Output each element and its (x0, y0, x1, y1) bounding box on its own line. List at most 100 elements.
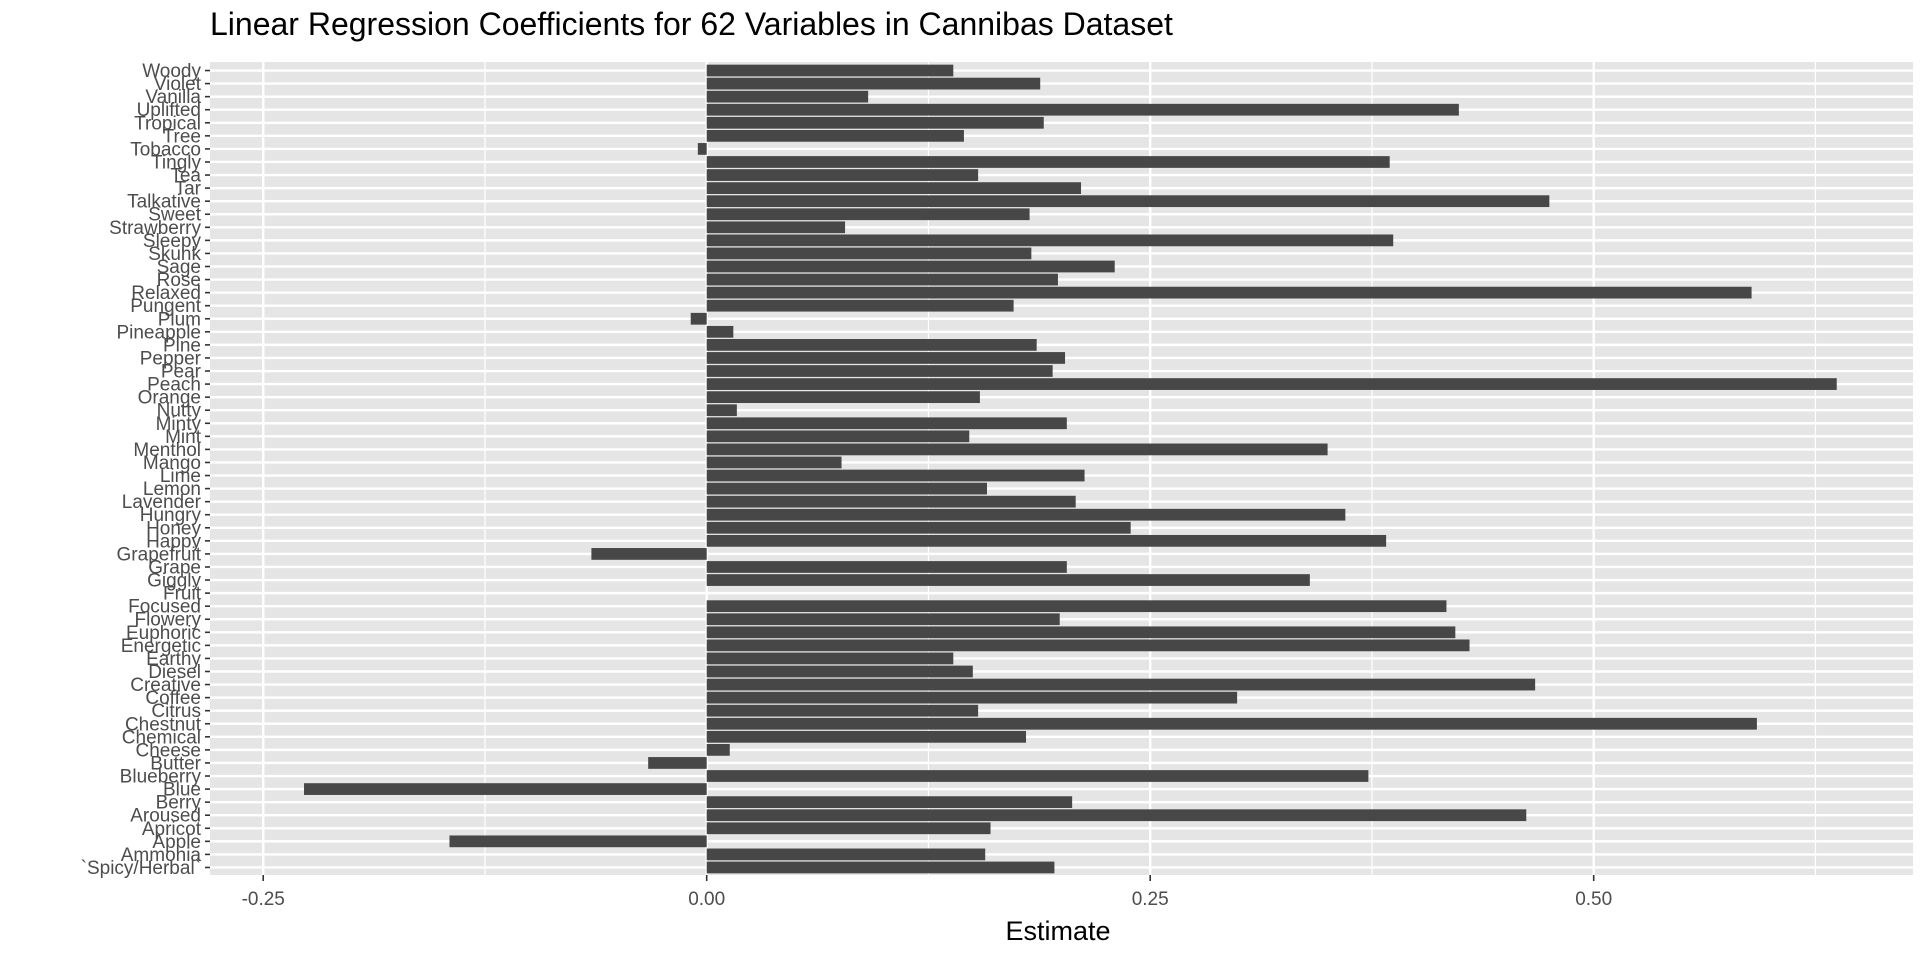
bar-18 (706, 626, 1456, 639)
bar-16 (706, 652, 954, 665)
y-tick-label: Peach (147, 375, 201, 396)
bar-59 (706, 90, 869, 103)
y-tick-label: Pungent (130, 296, 202, 317)
y-tick-label: Uplifted (137, 100, 201, 121)
bar-23 (706, 561, 1067, 573)
y-tick-label: Pine (163, 335, 201, 356)
bar-5 (706, 796, 1073, 809)
bar-27 (706, 508, 1346, 521)
y-tick-label: Focused (128, 597, 201, 618)
y-tick-label: Minty (156, 414, 202, 435)
bar-22 (706, 574, 1310, 586)
bar-19 (706, 613, 1060, 626)
bar-9 (706, 744, 730, 756)
x-ticks: -0.25 0.00 0.25 0.50 (242, 875, 1612, 910)
y-tick-label: Violet (154, 74, 202, 95)
y-tick-label: Blueberry (120, 767, 202, 788)
chart-title: Linear Regression Coefficients for 62 Va… (210, 6, 1173, 42)
bar-33 (706, 430, 970, 443)
y-tick-label: Apricot (142, 819, 202, 840)
bar-52 (706, 182, 1082, 194)
bar-7 (706, 770, 1369, 782)
y-tick-label: Blue (163, 780, 201, 801)
y-tick-label: Plum (158, 309, 201, 330)
y-tick-label: Flowery (134, 610, 201, 631)
y-tick-label: Cheese (136, 740, 202, 761)
y-tick-label: Sweet (148, 205, 202, 226)
y-tick-label: Pepper (140, 348, 202, 369)
y-tick-label: Chestnut (125, 714, 202, 735)
bar-40 (706, 339, 1037, 351)
x-tick-label: 0.00 (688, 889, 725, 910)
y-tick-label: Ammonia (121, 845, 202, 866)
bar-56 (706, 129, 964, 142)
y-tick-label: Vanilla (145, 87, 201, 108)
bar-45 (706, 273, 1058, 286)
bar-17 (706, 639, 1470, 652)
y-tick-label: Happy (146, 531, 201, 552)
bar-30 (706, 469, 1085, 482)
bar-14 (706, 678, 1536, 691)
y-tick-label: Woody (142, 61, 201, 82)
y-tick-label: Sleepy (143, 231, 202, 252)
bar-25 (706, 534, 1387, 547)
y-tick-label: Tree (163, 126, 201, 147)
x-tick-label: -0.25 (242, 889, 285, 910)
y-tick-label: Lavender (122, 492, 202, 513)
bar-44 (706, 286, 1752, 299)
y-tick-label: Hungry (140, 505, 202, 526)
bar-12 (706, 704, 979, 717)
x-axis-title: Estimate (1005, 916, 1110, 946)
bar-1 (706, 848, 986, 861)
y-tick-label: Chemical (122, 727, 201, 748)
y-tick-label: Lemon (143, 479, 201, 500)
bar-24 (591, 548, 707, 560)
bar-29 (706, 482, 987, 495)
bar-15 (706, 665, 973, 678)
y-tick-label: Earthy (146, 649, 201, 670)
y-tick-label: Giggly (147, 571, 201, 592)
bar-10 (706, 730, 1027, 743)
y-tick-label: Talkative (127, 192, 201, 213)
bar-57 (706, 116, 1044, 129)
bar-34 (706, 417, 1067, 430)
bar-43 (706, 299, 1014, 312)
bar-54 (706, 156, 1390, 168)
y-tick-label: Coffee (145, 688, 201, 709)
bar-39 (706, 352, 1066, 364)
y-tick-label: Sage (157, 257, 201, 278)
y-tick-label: Citrus (151, 701, 201, 722)
bar-53 (706, 169, 979, 181)
bar-0 (706, 861, 1055, 874)
bar-37 (706, 378, 1837, 390)
y-tick-label: Grape (148, 557, 201, 578)
y-tick-label: Berry (156, 793, 202, 814)
y-tick-label: Euphoric (126, 623, 201, 644)
y-tick-label: Lime (160, 466, 201, 487)
grid-layer (210, 62, 1913, 875)
bar-36 (706, 391, 980, 404)
y-tick-label: Butter (150, 753, 201, 774)
x-tick-label: 0.50 (1575, 889, 1612, 910)
bar-6 (304, 783, 707, 795)
bars-layer (304, 64, 1837, 874)
bar-60 (706, 77, 1041, 90)
y-tick-label: Honey (146, 518, 201, 539)
y-tick-label: Pear (161, 362, 202, 383)
y-labels: `Spicy/Herbal`AmmoniaAppleApricotAroused… (81, 61, 210, 879)
y-tick-label: Pineapple (116, 322, 201, 343)
y-tick-label: Strawberry (109, 218, 201, 239)
y-tick-label: Nutty (157, 401, 202, 422)
y-tick-label: Energetic (121, 636, 201, 657)
bar-51 (706, 195, 1550, 208)
bar-32 (706, 443, 1328, 456)
bar-47 (706, 247, 1032, 260)
bar-42 (690, 312, 707, 325)
y-tick-label: Grapefruit (117, 544, 202, 565)
bar-11 (706, 717, 1757, 730)
bar-55 (697, 143, 707, 155)
bar-28 (706, 495, 1076, 508)
y-tick-label: Mint (165, 427, 202, 448)
bar-48 (706, 234, 1394, 247)
